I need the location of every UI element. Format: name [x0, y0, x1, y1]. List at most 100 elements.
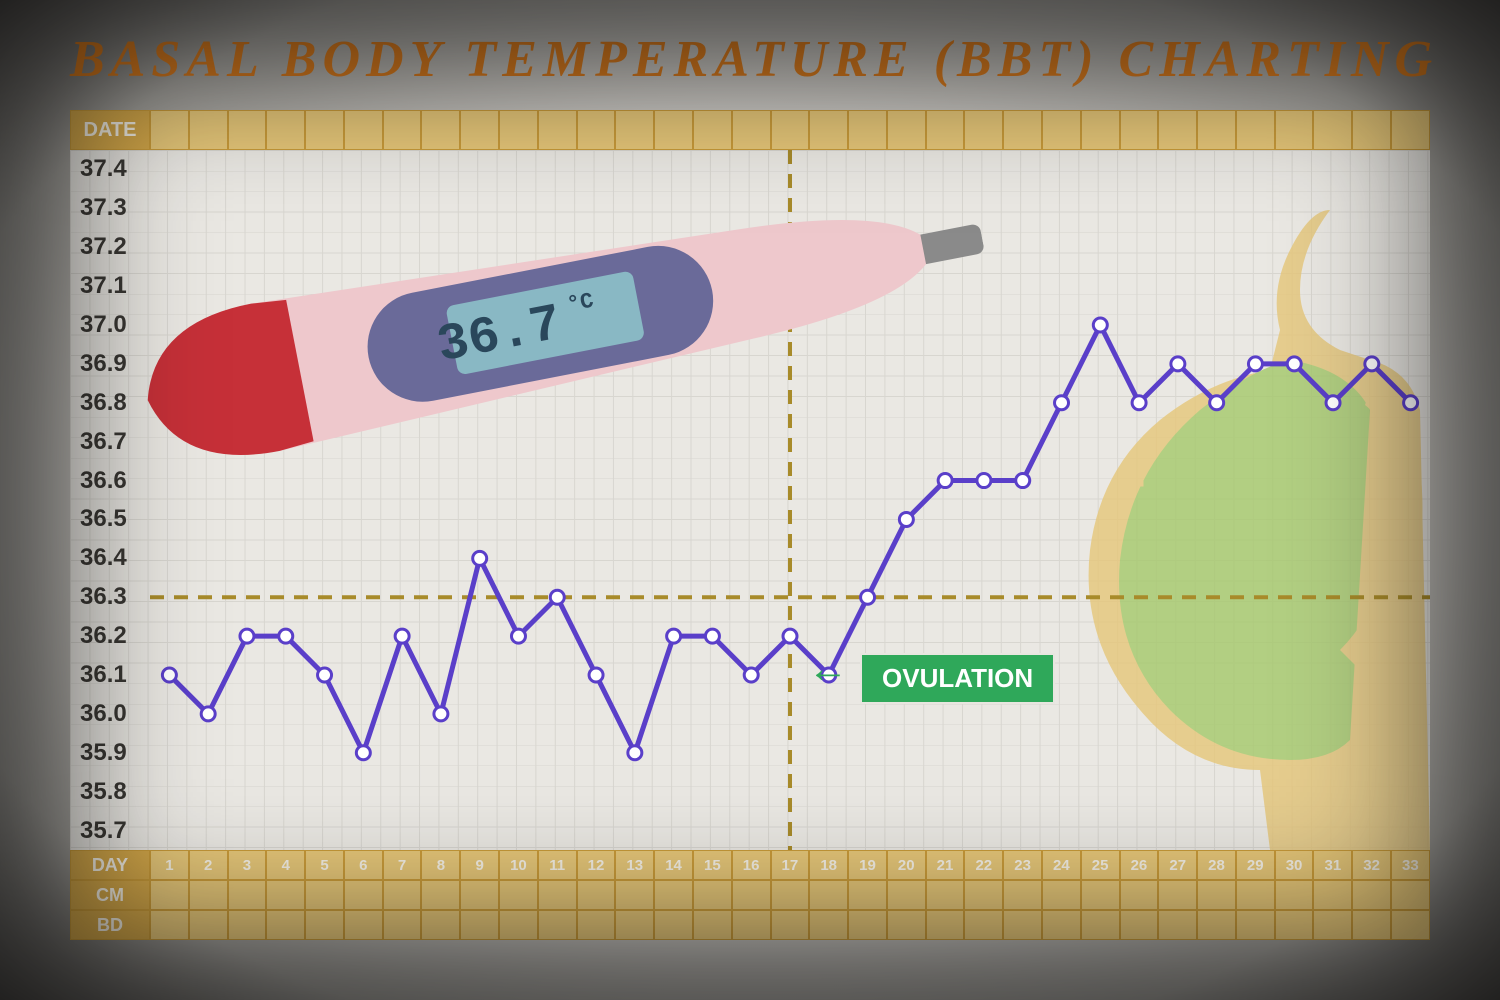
date-cell	[615, 110, 654, 150]
bottom-cell	[1081, 910, 1120, 940]
bottom-row-label: DAY	[70, 850, 150, 880]
bottom-cell	[964, 910, 1003, 940]
bottom-cell	[538, 880, 577, 910]
date-cell	[1081, 110, 1120, 150]
bottom-cell	[771, 910, 810, 940]
bottom-cell	[887, 880, 926, 910]
bottom-cell: 22	[964, 850, 1003, 880]
bottom-row-label: CM	[70, 880, 150, 910]
bbt-chart: DATE 37.437.337.237.137.036.936.836.736.…	[70, 110, 1430, 930]
ovulation-arrow-icon: ←	[808, 647, 848, 692]
bottom-cell	[421, 910, 460, 940]
date-cell	[189, 110, 228, 150]
bottom-cell	[809, 910, 848, 940]
bottom-cell: 21	[926, 850, 965, 880]
bottom-row-cm: CM	[70, 880, 1430, 910]
bottom-cell	[732, 910, 771, 940]
date-cell	[693, 110, 732, 150]
bottom-cell	[1275, 880, 1314, 910]
bottom-cell: 2	[189, 850, 228, 880]
date-cell	[383, 110, 422, 150]
bottom-cell	[615, 910, 654, 940]
bottom-row-label: BD	[70, 910, 150, 940]
bottom-cell: 14	[654, 850, 693, 880]
date-cell	[460, 110, 499, 150]
bottom-cell	[693, 910, 732, 940]
bottom-cell: 12	[577, 850, 616, 880]
bottom-cell: 23	[1003, 850, 1042, 880]
bottom-cell: 29	[1236, 850, 1275, 880]
bottom-cell	[577, 880, 616, 910]
bottom-rows: DAY1234567891011121314151617181920212223…	[70, 850, 1430, 940]
bottom-cell	[383, 910, 422, 940]
bottom-cell	[460, 880, 499, 910]
bottom-cell	[887, 910, 926, 940]
date-cell	[964, 110, 1003, 150]
date-cell	[305, 110, 344, 150]
ovulation-label: OVULATION	[860, 653, 1055, 704]
bottom-cell	[1236, 880, 1275, 910]
page-title: BASAL BODY TEMPERATURE (BBT) CHARTING	[70, 30, 1438, 89]
bottom-cell	[1391, 880, 1430, 910]
bottom-cell	[1275, 910, 1314, 940]
bottom-cell	[654, 880, 693, 910]
date-cell	[344, 110, 383, 150]
bottom-cell: 33	[1391, 850, 1430, 880]
bottom-cell: 26	[1120, 850, 1159, 880]
bottom-cell	[1042, 910, 1081, 940]
date-header-row: DATE	[70, 110, 1430, 150]
bottom-cell	[926, 910, 965, 940]
date-cell	[228, 110, 267, 150]
date-cell	[1042, 110, 1081, 150]
bottom-cell	[460, 910, 499, 940]
bottom-cell	[1042, 880, 1081, 910]
date-cell	[150, 110, 189, 150]
bottom-cell: 18	[809, 850, 848, 880]
bottom-cell	[189, 880, 228, 910]
bottom-cell: 19	[848, 850, 887, 880]
date-cell	[1120, 110, 1159, 150]
date-cell	[1313, 110, 1352, 150]
ovulation-label-text: OVULATION	[882, 663, 1033, 694]
bottom-cell	[228, 910, 267, 940]
bottom-cell	[732, 880, 771, 910]
bottom-cell	[848, 910, 887, 940]
bottom-cell: 31	[1313, 850, 1352, 880]
bottom-cell: 9	[460, 850, 499, 880]
bottom-cell	[305, 910, 344, 940]
bottom-cell	[1081, 880, 1120, 910]
bottom-cell	[1197, 910, 1236, 940]
bottom-cell: 16	[732, 850, 771, 880]
bottom-cell: 7	[383, 850, 422, 880]
date-header-label: DATE	[70, 110, 150, 150]
bottom-cell	[771, 880, 810, 910]
bottom-cell	[344, 910, 383, 940]
bottom-cell	[1352, 910, 1391, 940]
bottom-cell	[1313, 880, 1352, 910]
bottom-cell: 11	[538, 850, 577, 880]
date-cell	[654, 110, 693, 150]
bottom-cell	[926, 880, 965, 910]
bottom-cell: 28	[1197, 850, 1236, 880]
bottom-cell: 17	[771, 850, 810, 880]
svg-text:°C: °C	[565, 289, 596, 319]
bottom-cell	[1120, 910, 1159, 940]
bottom-cell	[654, 910, 693, 940]
date-cell	[421, 110, 460, 150]
bottom-cell	[1197, 880, 1236, 910]
bottom-cell	[1352, 880, 1391, 910]
bottom-cell: 13	[615, 850, 654, 880]
bottom-cell	[499, 910, 538, 940]
bottom-cell	[1313, 910, 1352, 940]
date-cell	[538, 110, 577, 150]
bottom-cell	[1120, 880, 1159, 910]
bottom-cell: 8	[421, 850, 460, 880]
date-cell	[1158, 110, 1197, 150]
bottom-row-day: DAY1234567891011121314151617181920212223…	[70, 850, 1430, 880]
bottom-cell	[228, 880, 267, 910]
date-cell	[1003, 110, 1042, 150]
bottom-cell	[266, 910, 305, 940]
bottom-cell	[305, 880, 344, 910]
date-cell	[1236, 110, 1275, 150]
bottom-cell	[499, 880, 538, 910]
